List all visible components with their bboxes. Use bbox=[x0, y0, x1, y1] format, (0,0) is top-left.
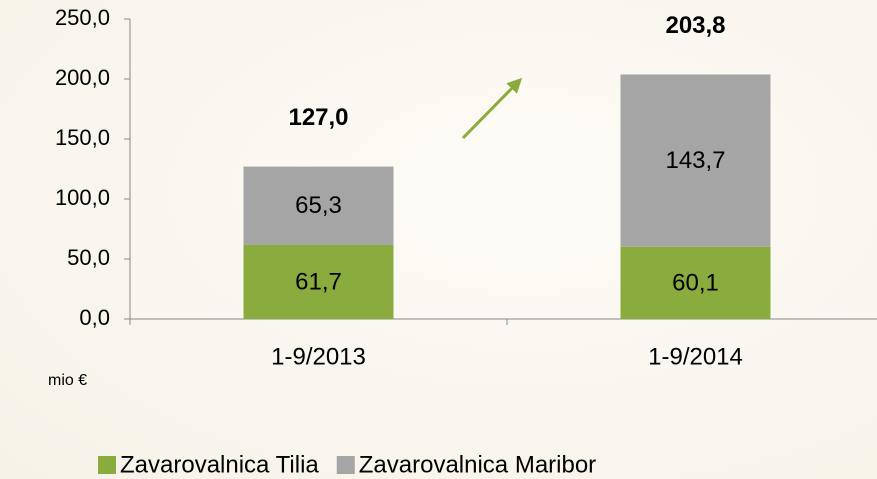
x-tick-label: 1-9/2014 bbox=[648, 343, 743, 370]
growth-arrow bbox=[461, 77, 523, 140]
data-label: 143,7 bbox=[665, 147, 725, 174]
legend-swatch bbox=[336, 456, 355, 474]
data-label: 61,7 bbox=[295, 268, 342, 295]
y-axis-label: mio € bbox=[48, 372, 87, 389]
bar-segment bbox=[243, 244, 394, 319]
bar-segment bbox=[243, 166, 394, 245]
y-tick-label: 50,0 bbox=[67, 245, 110, 270]
legend-label: Zavarovalnica Maribor bbox=[359, 451, 596, 478]
legend-swatch bbox=[98, 456, 116, 474]
x-tick-label: 1-9/2013 bbox=[271, 343, 366, 370]
data-label: 65,3 bbox=[295, 192, 342, 219]
y-tick-label: 150,0 bbox=[55, 125, 110, 150]
total-label: 203,8 bbox=[665, 12, 725, 39]
bar-segment bbox=[620, 74, 771, 247]
y-tick-label: 0,0 bbox=[79, 305, 110, 330]
bar-segment bbox=[620, 246, 771, 319]
y-tick-label: 250,0 bbox=[55, 5, 110, 30]
data-label: 60,1 bbox=[672, 269, 719, 296]
y-tick-label: 100,0 bbox=[55, 185, 110, 210]
legend-label: Zavarovalnica Tilia bbox=[120, 451, 319, 478]
total-label: 127,0 bbox=[288, 104, 348, 131]
y-tick-label: 200,0 bbox=[55, 65, 110, 90]
